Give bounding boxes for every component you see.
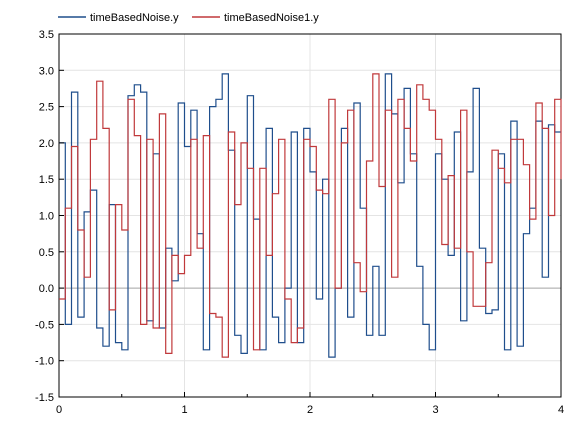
y-axis-ticks: -1.5 -1.0 -0.5 0.0 0.5 1.0 1.5 2.0 2.5 3.0 3.5 (35, 29, 64, 404)
legend-label-2: timeBasedNoise1.y (224, 12, 319, 24)
series-line-1 (59, 73, 561, 358)
x-axis-ticks: 0 1 2 3 4 (56, 392, 564, 416)
y-tick-label: 1.5 (39, 174, 54, 186)
x-tick-label: 2 (307, 404, 313, 416)
legend-label-1: timeBasedNoise.y (90, 12, 179, 24)
legend: timeBasedNoise.y timeBasedNoise1.y (58, 12, 319, 24)
x-tick-label: 4 (558, 404, 564, 416)
series-lines (59, 73, 562, 358)
y-tick-label: 0.5 (39, 247, 54, 259)
series-line-2 (59, 73, 562, 358)
y-tick-label: 3.5 (39, 29, 54, 41)
y-tick-label: 1.0 (39, 211, 54, 223)
x-tick-label: 3 (432, 404, 438, 416)
x-tick-label: 0 (56, 404, 62, 416)
y-tick-label: 0.0 (39, 283, 54, 295)
y-tick-label: 2.5 (39, 102, 54, 114)
y-tick-label: 3.0 (39, 65, 54, 77)
y-tick-label: -0.5 (35, 319, 54, 331)
y-tick-label: 2.0 (39, 138, 54, 150)
y-tick-label: -1.5 (35, 392, 54, 404)
y-tick-label: -1.0 (35, 356, 54, 368)
x-tick-label: 1 (181, 404, 187, 416)
